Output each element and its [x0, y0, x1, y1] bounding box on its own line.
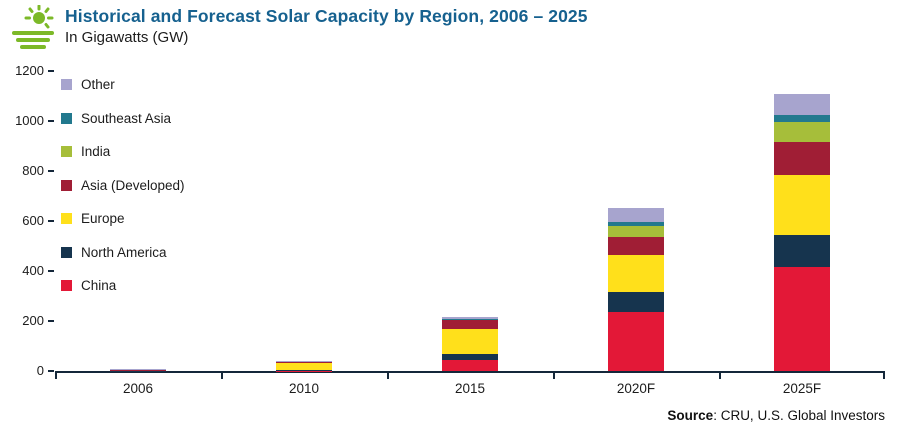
x-axis-tick: [883, 373, 885, 379]
legend-label: Other: [81, 77, 115, 93]
y-axis-tick: [48, 120, 54, 122]
stacked-bar-2010: [276, 71, 332, 371]
bar-segment-north-america: [276, 370, 332, 371]
x-axis-tick: [719, 373, 721, 379]
legend-label: India: [81, 144, 111, 160]
y-axis-tick-label: 200: [22, 313, 44, 328]
bar-segment-india: [774, 122, 830, 143]
legend-item: Asia (Developed): [61, 169, 185, 203]
bar-segment-china: [608, 312, 664, 371]
legend-label: Asia (Developed): [81, 177, 185, 193]
legend-swatch-icon: [61, 146, 72, 158]
y-axis-tick: [48, 320, 54, 322]
x-axis-tick: [221, 373, 223, 379]
bar-segment-china: [442, 360, 498, 371]
source-label: Source: [667, 408, 714, 423]
bar-segment-southeast-asia: [774, 115, 830, 123]
legend-item: China: [61, 269, 185, 303]
bar-segment-other: [774, 94, 830, 116]
legend-item: India: [61, 135, 185, 169]
legend-label: Southeast Asia: [81, 110, 172, 126]
bar-segment-europe: [442, 329, 498, 354]
bar-segment-india: [608, 225, 664, 237]
y-axis-tick-label: 1000: [15, 113, 44, 128]
legend-label: China: [81, 278, 117, 294]
bar-segment-asia--developed-: [442, 320, 498, 330]
y-axis-tick: [48, 370, 54, 372]
x-axis-category-label: 2010: [288, 381, 320, 396]
legend-swatch-icon: [61, 246, 72, 258]
x-axis-line: [55, 371, 885, 373]
x-axis-tick: [553, 373, 555, 379]
y-axis-tick-label: 400: [22, 263, 44, 278]
y-axis-tick: [48, 70, 54, 72]
x-axis-tick: [55, 373, 57, 379]
legend-item: Southeast Asia: [61, 102, 185, 136]
bar-segment-europe: [608, 254, 664, 293]
x-axis-tick: [387, 373, 389, 379]
y-axis-tick: [48, 170, 54, 172]
legend-swatch-icon: [61, 112, 72, 124]
bar-segment-asia--developed-: [276, 361, 332, 363]
chart-legend: Other Southeast Asia India Asia (Developed)…: [61, 68, 185, 303]
y-axis-tick-label: 0: [36, 363, 44, 378]
bar-segment-southeast-asia: [442, 318, 498, 319]
legend-label: Europe: [81, 211, 125, 227]
legend-swatch-icon: [61, 179, 72, 191]
bar-segment-other: [442, 316, 498, 319]
y-axis-tick-label: 800: [22, 163, 44, 178]
solar-sun-logo-icon: [12, 5, 54, 49]
bar-segment-europe: [276, 362, 332, 370]
source-credit: Source: CRU, U.S. Global Investors: [667, 408, 885, 423]
stacked-bar-2025F: [774, 71, 830, 371]
bar-segment-asia--developed-: [774, 142, 830, 175]
legend-item: Other: [61, 68, 185, 102]
bar-segment-asia--developed-: [110, 369, 166, 371]
plot-area: Other Southeast Asia India Asia (Developed)…: [15, 63, 885, 396]
legend-swatch-icon: [61, 79, 72, 91]
bar-segment-europe: [774, 174, 830, 235]
bar-segment-north-america: [608, 292, 664, 313]
x-axis-category-label: 2025F: [782, 381, 822, 396]
bar-segment-china: [774, 267, 830, 371]
x-axis-category-label: 2020F: [616, 381, 656, 396]
y-axis-tick: [48, 270, 54, 272]
x-axis-category-label: 2006: [122, 381, 154, 396]
bar-segment-other: [276, 361, 332, 362]
legend-item: Europe: [61, 202, 185, 236]
legend-swatch-icon: [61, 280, 72, 292]
bar-segment-europe: [110, 370, 166, 371]
legend-label: North America: [81, 244, 167, 260]
source-text: : CRU, U.S. Global Investors: [713, 408, 885, 423]
bar-segment-asia--developed-: [608, 236, 664, 255]
y-axis-tick-label: 1200: [15, 63, 44, 78]
y-axis-tick: [48, 220, 54, 222]
bar-segment-north-america: [774, 234, 830, 268]
stacked-bar-2020F: [608, 71, 664, 371]
bar-segment-north-america: [442, 353, 498, 361]
legend-item: North America: [61, 236, 185, 270]
chart-subtitle: In Gigawatts (GW): [65, 29, 189, 46]
bar-segment-other: [608, 208, 664, 222]
stacked-bar-2006: [110, 71, 166, 371]
stacked-bar-2015: [442, 71, 498, 371]
chart-title: Historical and Forecast Solar Capacity b…: [65, 6, 588, 26]
x-axis-category-label: 2015: [454, 381, 486, 396]
y-axis-tick-label: 600: [22, 213, 44, 228]
bar-segment-southeast-asia: [608, 221, 664, 226]
bar-segment-india: [442, 319, 498, 321]
legend-swatch-icon: [61, 213, 72, 225]
